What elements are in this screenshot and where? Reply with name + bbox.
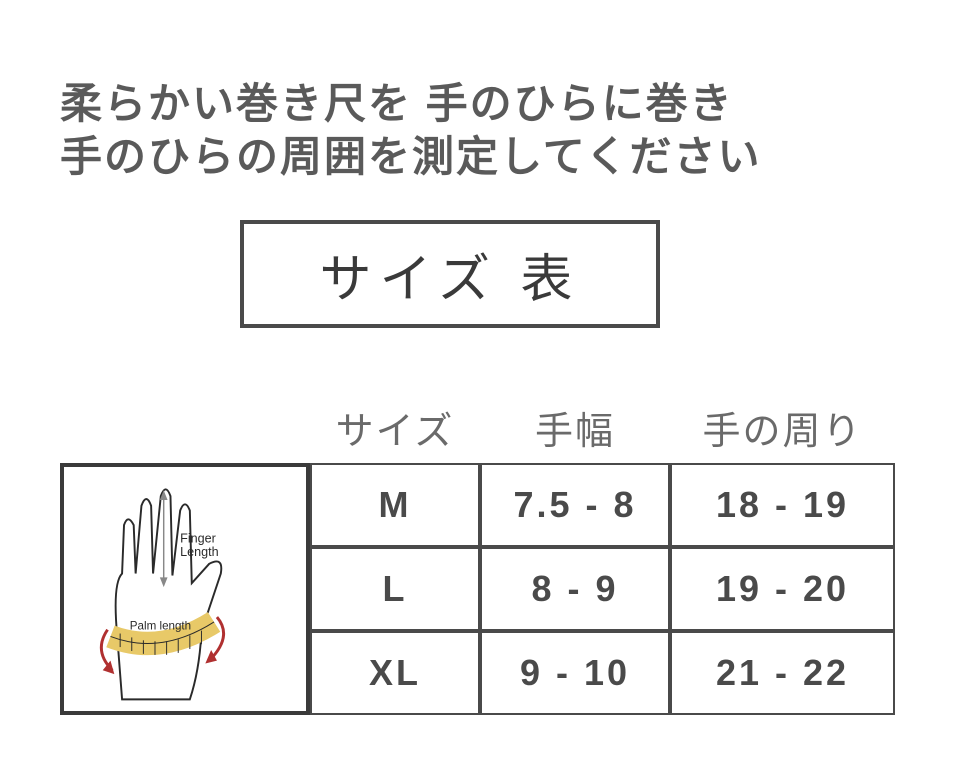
header-width: 手幅 bbox=[480, 400, 670, 455]
size-table: サイズ 手幅 手の周り Finger Length bbox=[60, 400, 895, 715]
finger-label: Finger bbox=[180, 532, 216, 546]
cell-size: M bbox=[310, 463, 480, 547]
cell-width: 8 - 9 bbox=[480, 547, 670, 631]
table-row: M 7.5 - 8 18 - 19 bbox=[310, 463, 895, 547]
title-box: サイズ 表 bbox=[240, 220, 660, 328]
instruction-line1: 柔らかい巻き尺を 手のひらに巻き bbox=[60, 78, 761, 131]
cell-width: 9 - 10 bbox=[480, 631, 670, 715]
data-grid: M 7.5 - 8 18 - 19 L 8 - 9 19 - 20 XL 9 -… bbox=[310, 463, 895, 715]
cell-circ: 19 - 20 bbox=[670, 547, 895, 631]
cell-size: XL bbox=[310, 631, 480, 715]
finger-label2: Length bbox=[180, 545, 218, 559]
palm-label: Palm length bbox=[130, 620, 191, 633]
header-circ: 手の周り bbox=[670, 400, 895, 455]
cell-width: 7.5 - 8 bbox=[480, 463, 670, 547]
table-row: XL 9 - 10 21 - 22 bbox=[310, 631, 895, 715]
instruction-line2: 手のひらの周囲を測定してください bbox=[60, 131, 761, 184]
cell-circ: 21 - 22 bbox=[670, 631, 895, 715]
hand-diagram: Finger Length Palm length bbox=[60, 463, 310, 715]
table-row: L 8 - 9 19 - 20 bbox=[310, 547, 895, 631]
hand-icon: Finger Length Palm length bbox=[64, 467, 306, 711]
cell-circ: 18 - 19 bbox=[670, 463, 895, 547]
header-size: サイズ bbox=[310, 400, 480, 455]
table-body: Finger Length Palm length bbox=[60, 463, 895, 715]
instruction-text: 柔らかい巻き尺を 手のひらに巻き 手のひらの周囲を測定してください bbox=[60, 78, 761, 183]
table-header-row: サイズ 手幅 手の周り bbox=[310, 400, 895, 455]
cell-size: L bbox=[310, 547, 480, 631]
title-text: サイズ 表 bbox=[320, 237, 581, 312]
